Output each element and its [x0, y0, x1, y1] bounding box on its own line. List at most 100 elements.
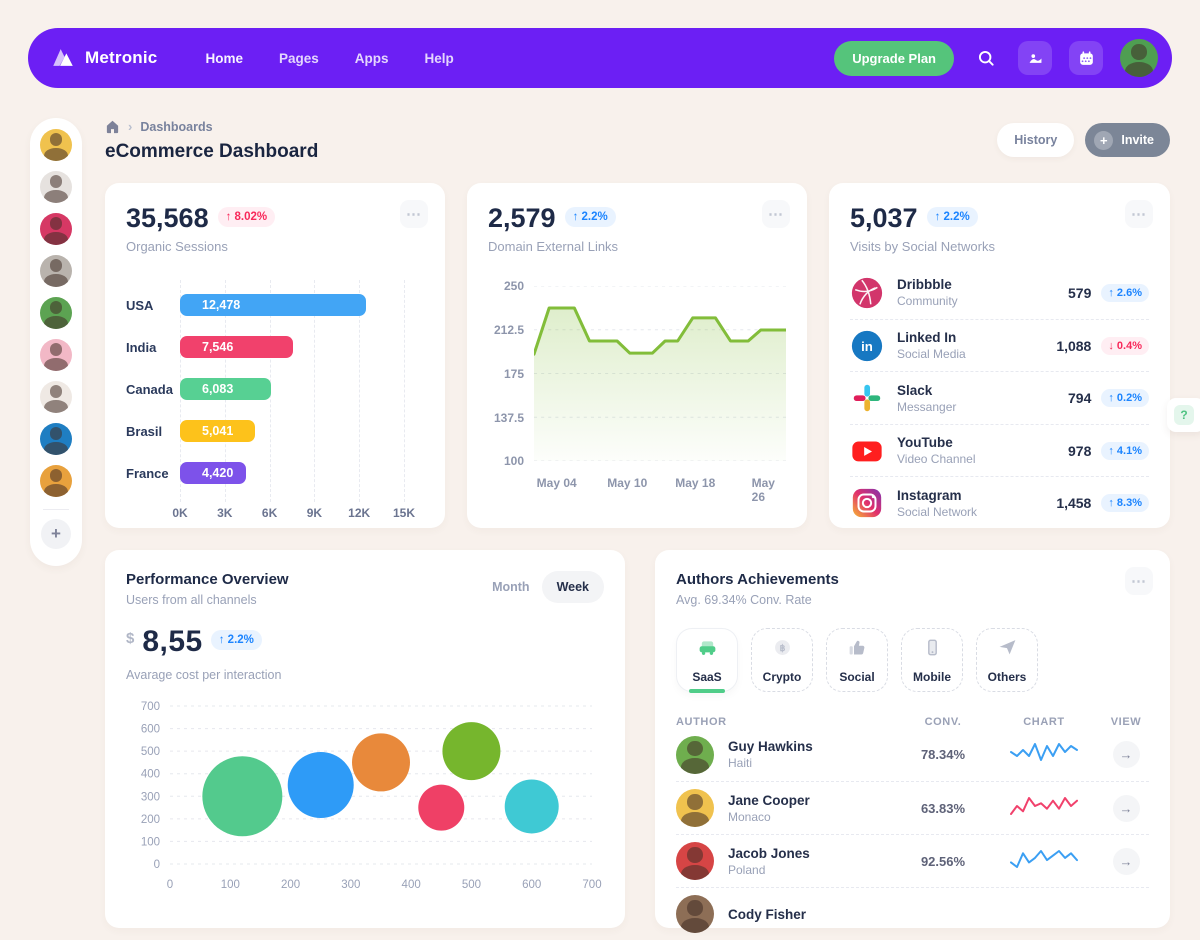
- social-row-youtube: YouTube Video Channel 978 ↑ 4.1%: [850, 423, 1149, 477]
- brand-logo[interactable]: Metronic: [50, 45, 157, 71]
- author-name: Cody Fisher: [728, 906, 807, 922]
- view-author-button[interactable]: →: [1112, 794, 1140, 822]
- svg-text:฿: ฿: [779, 643, 785, 653]
- organic-sessions-card: ⋯ 35,568 ↑ 8.02% Organic Sessions USA 12,…: [105, 183, 445, 528]
- author-row-jacob-jones: Jacob Jones Poland 92.56% →: [676, 834, 1149, 887]
- social-visits-card: ⋯ 5,037 ↑ 2.2% Visits by Social Networks…: [829, 183, 1170, 528]
- thumbs-up-icon: [847, 637, 868, 663]
- toggle-month[interactable]: Month: [492, 580, 530, 594]
- calendar-icon[interactable]: [1069, 41, 1103, 75]
- breadcrumb-item[interactable]: Dashboards: [140, 119, 213, 134]
- home-icon[interactable]: [105, 119, 120, 134]
- bar-chart-x-axis: 0K 3K 6K 9K 12K 15K: [172, 506, 416, 521]
- domain-links-label: Domain External Links: [488, 239, 619, 255]
- rail-avatar-1[interactable]: [40, 129, 72, 161]
- author-avatar: [676, 842, 714, 880]
- view-author-button[interactable]: →: [1112, 741, 1140, 768]
- social-visits-delta-badge: ↑ 2.2%: [926, 207, 978, 227]
- svg-text:100: 100: [221, 879, 240, 891]
- svg-text:700: 700: [141, 701, 160, 713]
- column-header-conv: CONV.: [924, 716, 962, 728]
- bar-row-canada: Canada 6,083: [126, 368, 404, 410]
- instagram-icon: [850, 486, 884, 520]
- rail-avatar-3[interactable]: [40, 213, 72, 245]
- rail-avatar-4[interactable]: [40, 255, 72, 287]
- tab-label: SaaS: [692, 669, 722, 684]
- rail-avatar-9[interactable]: [40, 465, 72, 497]
- card-menu-icon[interactable]: ⋯: [1125, 200, 1153, 228]
- performance-delta-badge: ↑ 2.2%: [210, 630, 262, 650]
- nav-item-pages[interactable]: Pages: [278, 50, 319, 66]
- svg-text:600: 600: [522, 879, 541, 891]
- plus-icon: +: [1094, 130, 1114, 150]
- view-author-button[interactable]: →: [1112, 847, 1140, 875]
- social-sub: Video Channel: [897, 452, 976, 467]
- svg-text:700: 700: [582, 879, 601, 891]
- history-button[interactable]: History: [997, 123, 1075, 157]
- author-conversion: 92.56%: [920, 853, 966, 869]
- rail-avatar-7[interactable]: [40, 381, 72, 413]
- tab-social[interactable]: Social: [826, 628, 888, 692]
- gallery-icon[interactable]: [1018, 41, 1052, 75]
- bitcoin-icon: ฿: [772, 637, 793, 663]
- tab-saas[interactable]: SaaS: [676, 628, 738, 693]
- card-menu-icon[interactable]: ⋯: [400, 200, 428, 228]
- rail-avatar-5[interactable]: [40, 297, 72, 329]
- card-menu-icon[interactable]: ⋯: [762, 200, 790, 228]
- social-name: YouTube: [897, 435, 953, 451]
- help-fab[interactable]: ?: [1167, 398, 1200, 432]
- nav-item-home[interactable]: Home: [205, 50, 243, 66]
- svg-text:200: 200: [281, 879, 300, 891]
- search-icon[interactable]: [971, 43, 1001, 73]
- social-row-dribbble: Dribbble Community 579 ↑ 2.6%: [850, 266, 1149, 319]
- tab-label: Others: [987, 669, 1027, 684]
- social-row-linked-in: in Linked In Social Media 1,088 ↓ 0.4%: [850, 318, 1149, 372]
- svg-text:in: in: [861, 339, 873, 354]
- rail-avatar-2[interactable]: [40, 171, 72, 203]
- user-avatar[interactable]: [1120, 39, 1158, 77]
- social-visits-label: Visits by Social Networks: [850, 239, 995, 255]
- rail-avatar-8[interactable]: [40, 423, 72, 455]
- social-delta-badge: ↑ 4.1%: [1101, 441, 1149, 460]
- organic-sessions-bar-chart: USA 12,478 India 7,546 Canada 6,083 Brasil 5,04…: [126, 280, 424, 524]
- toggle-week[interactable]: Week: [541, 571, 604, 603]
- tab-crypto[interactable]: ฿ Crypto: [751, 628, 813, 692]
- performance-subtitle: Users from all channels: [126, 593, 257, 607]
- nav-item-apps[interactable]: Apps: [354, 50, 389, 66]
- metronic-logo-icon: [53, 49, 73, 66]
- tab-others[interactable]: Others: [976, 628, 1038, 692]
- contacts-rail: +: [30, 118, 82, 566]
- bar-value: 4,420: [180, 462, 246, 485]
- phone-icon: [922, 637, 943, 663]
- page-actions: History + Invite: [997, 123, 1170, 157]
- social-row-slack: Slack Messanger 794 ↑ 0.2%: [850, 371, 1149, 424]
- page-title: eCommerce Dashboard: [105, 141, 319, 162]
- tab-label: Social: [839, 669, 875, 684]
- social-networks-list: Dribbble Community 579 ↑ 2.6% in Linked In Soc…: [850, 266, 1149, 529]
- car-icon: [697, 637, 718, 663]
- tab-mobile[interactable]: Mobile: [901, 628, 963, 692]
- top-navbar: Metronic Home Pages Apps Help Upgrade Plan: [28, 28, 1172, 88]
- author-conversion: 63.83%: [920, 800, 966, 816]
- organic-sessions-value: 35,568: [126, 203, 209, 233]
- bar-category-label: India: [126, 339, 157, 355]
- svg-text:600: 600: [141, 724, 160, 736]
- author-name: Jane Cooper: [728, 792, 810, 808]
- invite-button[interactable]: + Invite: [1085, 123, 1170, 157]
- author-country: Monaco: [728, 809, 771, 824]
- card-menu-icon[interactable]: ⋯: [1125, 567, 1153, 595]
- svg-text:200: 200: [141, 814, 160, 826]
- navbar-right: Upgrade Plan: [834, 39, 1158, 77]
- bar-category-label: Brasil: [126, 423, 163, 439]
- bar-value: 12,478: [180, 294, 367, 317]
- youtube-icon: [850, 434, 884, 468]
- bar-row-india: India 7,546: [126, 326, 404, 368]
- nav-item-help[interactable]: Help: [424, 50, 454, 66]
- svg-text:500: 500: [141, 746, 160, 758]
- social-value: 978: [1068, 442, 1092, 459]
- upgrade-plan-button[interactable]: Upgrade Plan: [834, 40, 954, 76]
- period-toggle: Month Week: [480, 571, 604, 603]
- rail-avatar-6[interactable]: [40, 339, 72, 371]
- question-icon: ?: [1174, 405, 1194, 425]
- add-contact-button[interactable]: +: [41, 519, 71, 549]
